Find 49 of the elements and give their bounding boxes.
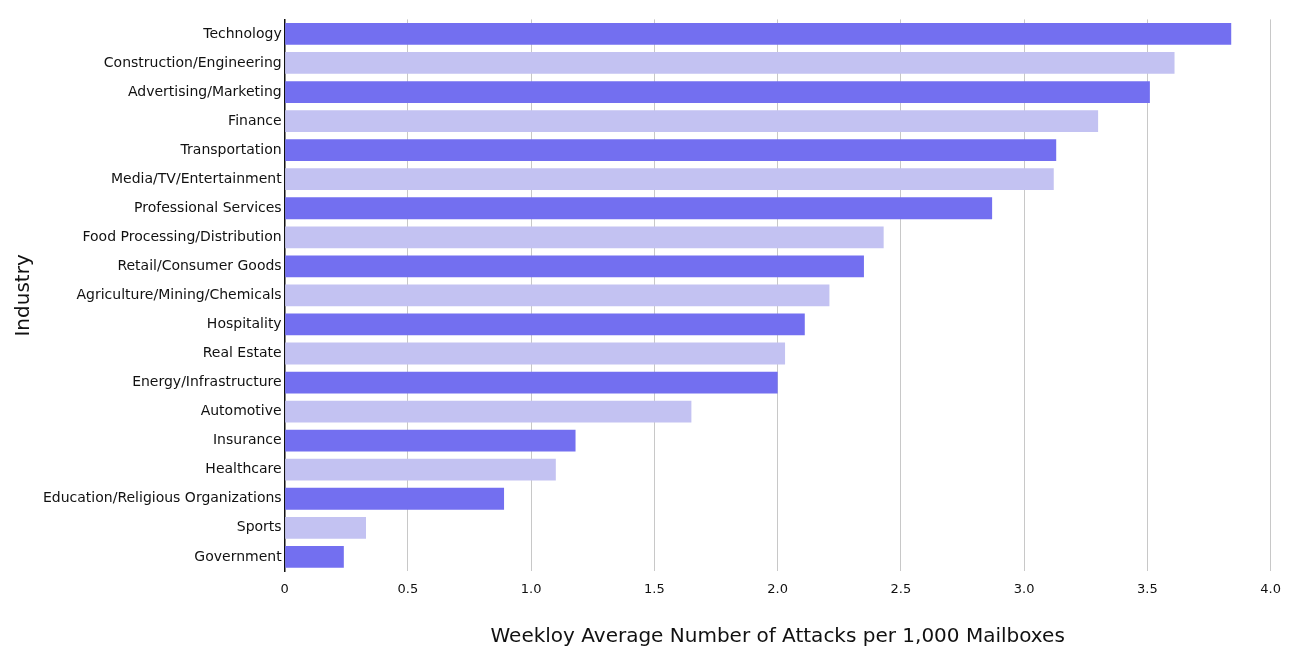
bar	[285, 342, 786, 365]
x-tick-label: 2.0	[767, 580, 789, 596]
y-tick-label: Retail/Consumer Goods	[117, 256, 282, 273]
x-tick-label: 1.0	[520, 580, 542, 596]
x-axis-title: Weekloy Average Number of Attacks per 1,000 Mailboxes	[490, 623, 1065, 648]
y-tick-label: Food Processing/Distribution	[82, 227, 282, 244]
bar	[285, 284, 830, 307]
x-tick-label: 3.5	[1137, 580, 1158, 596]
x-tick-label: 3.0	[1013, 580, 1035, 596]
y-tick-label: Healthcare	[205, 460, 282, 477]
y-tick-label: Automotive	[200, 402, 282, 419]
bar	[285, 52, 1175, 74]
bar	[285, 226, 884, 249]
bar	[285, 23, 1232, 45]
bar	[285, 458, 556, 481]
x-tick-label: 0	[280, 580, 289, 596]
y-tick-label: Government	[194, 547, 283, 564]
bar	[285, 545, 344, 568]
y-tick-label: Advertising/Marketing	[127, 82, 282, 99]
bar	[285, 516, 367, 539]
y-tick-label: Energy/Infrastructure	[132, 373, 282, 390]
bar	[285, 429, 576, 452]
y-tick-label: Media/TV/Entertainment	[111, 169, 283, 186]
bar	[285, 168, 1054, 191]
bar	[285, 81, 1150, 103]
x-tick-label: 0.5	[397, 580, 419, 596]
y-tick-label: Construction/Engineering	[103, 53, 282, 70]
y-tick-label: Agriculture/Mining/Chemicals	[76, 286, 282, 303]
y-tick-label: Hospitality	[206, 315, 282, 332]
y-axis-title: Industry	[10, 254, 35, 337]
y-tick-label: Education/Religious Organizations	[42, 489, 282, 506]
bar	[285, 197, 993, 220]
y-tick-label: Sports	[236, 518, 282, 535]
bar	[285, 313, 805, 336]
x-tick-label: 1.5	[644, 580, 665, 596]
bar	[285, 371, 778, 394]
y-tick-label: Real Estate	[202, 344, 282, 361]
x-tick-label: 2.5	[890, 580, 912, 596]
bar	[285, 400, 692, 423]
y-tick-label: Technology	[202, 24, 282, 41]
x-tick-label: 4.0	[1260, 580, 1282, 596]
bar	[285, 255, 864, 278]
bar	[285, 139, 1057, 162]
y-tick-label: Transportation	[179, 140, 282, 157]
bar	[285, 110, 1099, 132]
y-tick-label: Professional Services	[134, 198, 282, 215]
bar	[285, 487, 505, 510]
y-tick-label: Insurance	[212, 431, 282, 448]
y-tick-label: Finance	[228, 111, 282, 128]
